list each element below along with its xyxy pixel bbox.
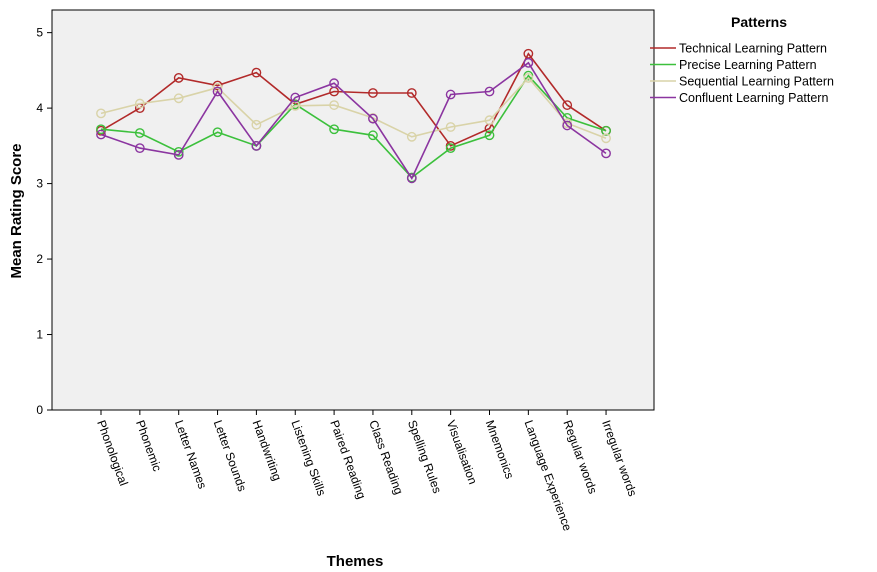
data-point: [329, 78, 339, 89]
x-tick-label: Mnemonics: [483, 418, 517, 480]
x-tick-label: Paired Reading: [327, 418, 368, 501]
data-point: [406, 173, 417, 184]
series-line: [100, 76, 607, 140]
legend-label: Technical Learning Pattern: [679, 42, 827, 56]
data-point: [134, 128, 145, 138]
data-point: [445, 89, 456, 100]
data-point: [523, 57, 534, 68]
data-point: [173, 146, 184, 157]
y-tick-label: 4: [36, 101, 43, 115]
x-tick-label: Irregular words: [599, 418, 640, 498]
data-point: [173, 73, 184, 83]
data-point: [251, 67, 262, 78]
legend-label: Sequential Learning Pattern: [679, 75, 834, 89]
x-tick-label: Phonemic: [133, 418, 164, 473]
series-line: [100, 61, 607, 180]
plot-area: [51, 9, 655, 411]
data-point: [484, 86, 495, 97]
data-point: [445, 143, 456, 154]
y-axis-title: Mean Rating Score: [8, 143, 25, 278]
data-point: [601, 133, 611, 144]
y-axis: 0 1 2 3 4 5: [36, 26, 52, 417]
legend-title: Patterns: [731, 14, 787, 30]
data-point: [96, 108, 106, 119]
x-axis: Phonological Phonemic Letter Names Letter S…: [94, 410, 640, 533]
legend-label: Confluent Learning Pattern: [679, 91, 828, 105]
x-tick-label: Class Reading: [366, 418, 406, 496]
x-tick-label: Regular words: [560, 418, 600, 495]
x-tick-label: Letter Sounds: [211, 418, 250, 493]
series-layer: [96, 48, 611, 184]
y-tick-label: 1: [36, 328, 43, 342]
y-tick-label: 5: [36, 26, 43, 40]
data-point: [601, 125, 611, 136]
data-point: [134, 143, 145, 154]
data-point: [445, 122, 456, 132]
data-point: [484, 130, 495, 141]
data-point: [212, 86, 223, 97]
x-axis-title: Themes: [327, 553, 384, 570]
data-point: [173, 93, 184, 104]
legend: Patterns Technical Learning Pattern Preci…: [650, 14, 834, 105]
data-point: [368, 113, 378, 124]
data-point: [406, 131, 417, 142]
data-point: [134, 98, 145, 109]
data-point: [368, 130, 378, 141]
data-point: [368, 88, 378, 98]
data-point: [329, 100, 339, 110]
data-point: [96, 124, 106, 135]
y-tick-label: 3: [36, 177, 43, 191]
x-tick-label: Phonological: [94, 418, 131, 487]
data-point: [523, 73, 534, 83]
x-tick-label: Spelling Rules: [405, 418, 444, 495]
x-tick-label: Listening Skills: [288, 418, 328, 497]
data-point: [562, 100, 573, 110]
data-point: [212, 127, 223, 138]
series-confluent-learning-pattern: [96, 57, 611, 184]
y-tick-label: 2: [36, 252, 43, 266]
data-point: [96, 129, 106, 140]
series-sequential-learning-pattern: [96, 73, 611, 144]
data-point: [484, 115, 495, 126]
data-point: [251, 140, 262, 151]
x-tick-label: Handwriting: [250, 418, 285, 482]
data-point: [290, 92, 301, 103]
data-point: [601, 148, 611, 159]
data-point: [173, 150, 184, 160]
y-tick-label: 0: [36, 403, 43, 417]
legend-label: Precise Learning Pattern: [679, 58, 817, 72]
series-line: [100, 52, 607, 147]
data-point: [406, 88, 417, 98]
x-tick-label: Letter Names: [172, 418, 210, 490]
data-point: [329, 124, 339, 135]
x-tick-label: Visualisation: [444, 418, 480, 486]
data-point: [562, 120, 573, 131]
data-point: [251, 119, 262, 130]
